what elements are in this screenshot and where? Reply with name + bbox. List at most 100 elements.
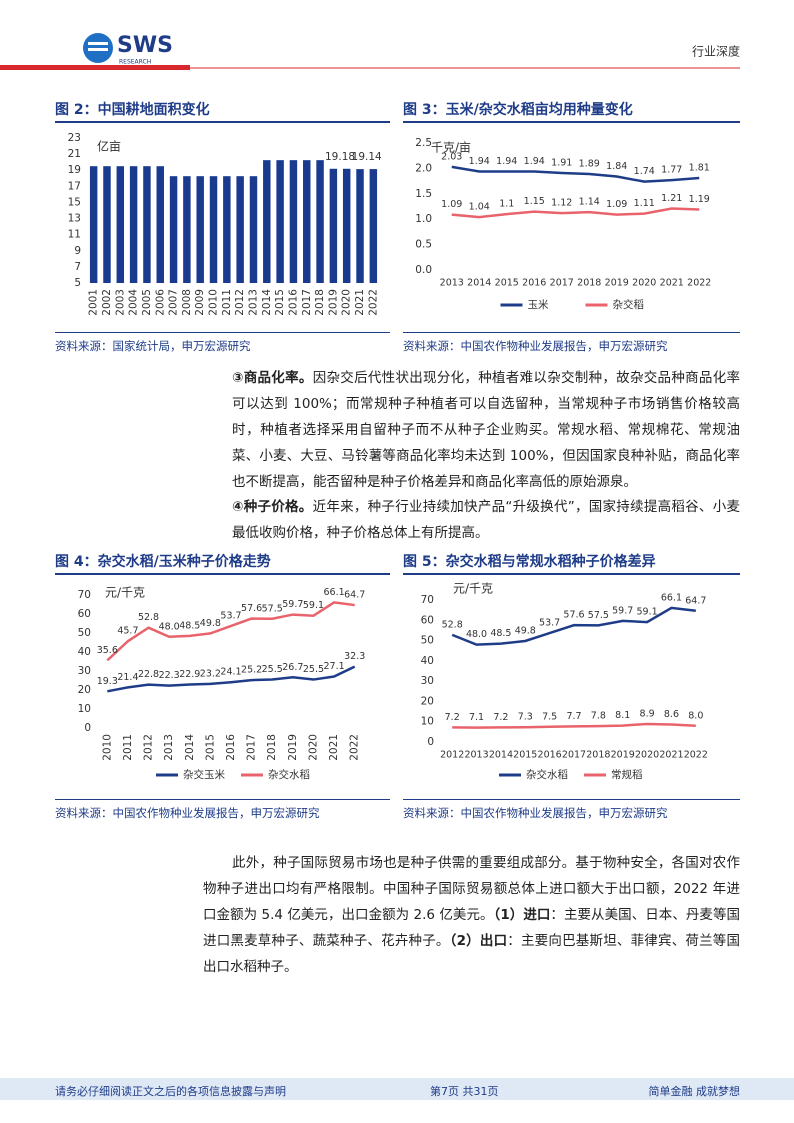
x-tick-label: 2021 — [659, 750, 683, 761]
line-series — [451, 165, 700, 183]
y-axis-label: 亿亩 — [97, 139, 121, 154]
text-run: 因杂交后代性状出现分化，种植者难以杂交制种，故杂交品种商品化率可以达到 100%… — [232, 370, 741, 490]
footer-bar — [0, 1078, 794, 1100]
data-label: 1.94 — [496, 156, 517, 167]
x-tick-label: 2020 — [635, 750, 659, 761]
y-tick-label: 1.5 — [415, 188, 432, 200]
legend-label: 玉米 — [528, 298, 549, 311]
x-tick-label: 2022 — [687, 278, 711, 289]
y-tick-label: 11 — [68, 229, 81, 241]
bar — [209, 176, 218, 283]
x-tick-label: 2018 — [577, 278, 601, 289]
y-tick-label: 7 — [74, 261, 81, 273]
data-label: 7.2 — [493, 712, 508, 723]
data-label: 66.1 — [661, 592, 682, 603]
x-tick-label: 2022 — [367, 289, 379, 316]
data-label: 57.5 — [262, 603, 283, 614]
y-tick-label: 1.0 — [415, 213, 432, 225]
x-tick-label: 2012 — [234, 289, 246, 316]
x-tick-label: 2011 — [122, 734, 134, 761]
text-run: ：主要从美国、日本、丹麦等国进口黑麦草种子、蔬菜种子、花卉种子。 — [203, 907, 740, 949]
data-label: 8.9 — [640, 708, 655, 719]
x-tick-label: 2018 — [586, 750, 610, 761]
data-label: 19.14 — [352, 151, 382, 163]
x-tick-label: 2006 — [154, 289, 166, 316]
data-label: 1.1 — [499, 199, 514, 210]
x-tick-label: 2013 — [163, 734, 175, 761]
y-tick-label: 2.5 — [415, 137, 432, 149]
x-tick-label: 2016 — [522, 278, 546, 289]
data-label: 7.5 — [542, 711, 557, 722]
data-label: 66.1 — [323, 587, 344, 598]
bar — [249, 176, 258, 283]
bar — [369, 169, 378, 283]
data-label: 48.5 — [490, 628, 511, 639]
bar — [303, 160, 311, 283]
data-label: 1.91 — [551, 157, 572, 168]
line-series — [107, 665, 356, 693]
x-tick-label: 2017 — [301, 289, 313, 316]
x-tick-label: 2008 — [181, 289, 193, 316]
y-tick-label: 60 — [78, 608, 91, 620]
figure-source: 资料来源：中国农作物种业发展报告，申万宏源研究 — [403, 332, 740, 354]
bar — [89, 166, 98, 283]
y-tick-label: 0 — [427, 736, 434, 748]
data-label: 59.7 — [282, 599, 303, 610]
data-label: 8.6 — [664, 709, 679, 720]
line-series — [452, 722, 696, 729]
line-series — [451, 606, 696, 646]
text-run: ③商品化率。 — [232, 370, 313, 386]
x-tick-label: 2014 — [261, 289, 273, 316]
data-label: 48.0 — [466, 629, 487, 640]
data-label: 59.1 — [303, 600, 324, 611]
data-label: 64.7 — [685, 595, 706, 606]
x-tick-label: 2019 — [611, 750, 635, 761]
x-tick-label: 2004 — [128, 289, 140, 316]
data-label: 59.7 — [612, 605, 633, 616]
data-label: 19.3 — [97, 676, 118, 687]
y-tick-label: 21 — [68, 148, 81, 160]
bar — [316, 160, 324, 283]
y-tick-label: 60 — [421, 614, 434, 626]
y-tick-label: 30 — [421, 675, 434, 687]
figure-source: 资料来源：中国农作物种业发展报告，申万宏源研究 — [403, 799, 740, 821]
y-tick-label: 13 — [68, 213, 81, 225]
line-series — [106, 601, 355, 662]
data-label: 59.1 — [637, 607, 658, 618]
legend-label: 常规稻 — [611, 768, 643, 781]
data-label: 53.7 — [539, 618, 560, 629]
data-label: 49.8 — [515, 625, 536, 636]
paragraph: ③商品化率。因杂交后代性状出现分化，种植者难以杂交制种，故杂交品种商品化率可以达… — [232, 365, 740, 495]
y-axis-label: 元/千克 — [453, 582, 493, 596]
x-tick-label: 2017 — [550, 278, 574, 289]
text-run: 此外，种子国际贸易市场也是种子供需的重要组成部分。基于物种安全，各国对农作物种子… — [203, 855, 740, 923]
y-tick-label: 50 — [421, 635, 434, 647]
y-tick-label: 70 — [421, 594, 434, 606]
bar — [263, 160, 271, 283]
x-tick-label: 2019 — [327, 289, 339, 316]
x-tick-label: 2019 — [287, 734, 299, 761]
data-label: 1.94 — [524, 156, 545, 167]
bar — [116, 166, 125, 283]
data-label: 53.7 — [220, 610, 241, 621]
disclaimer: 请务必仔细阅读正文之后的各项信息披露与声明 — [55, 1085, 286, 1098]
figure: 图 3：玉米/杂交水稻亩均用种量变化 0.0 0.5 1.0 1.5 2.0 2.5 千克/亩… — [403, 100, 740, 354]
data-label: 27.1 — [323, 661, 344, 672]
x-tick-label: 2021 — [354, 289, 366, 316]
paragraph: 此外，种子国际贸易市场也是种子供需的重要组成部分。基于物种安全，各国对农作物种子… — [203, 850, 740, 980]
x-tick-label: 2015 — [513, 750, 537, 761]
text-run: （1）进口 — [493, 907, 551, 923]
y-axis-label: 元/千克 — [105, 586, 145, 600]
x-tick-label: 2021 — [660, 278, 684, 289]
data-label: 64.7 — [344, 590, 365, 601]
data-label: 2.03 — [441, 151, 462, 162]
y-tick-label: 2.0 — [415, 162, 432, 174]
x-tick-label: 2013 — [440, 278, 464, 289]
y-tick-label: 5 — [74, 277, 81, 289]
x-tick-label: 2015 — [274, 289, 286, 316]
data-label: 25.2 — [241, 665, 262, 676]
legend-label: 杂交水稻 — [268, 768, 310, 781]
x-tick-label: 2003 — [114, 289, 126, 316]
